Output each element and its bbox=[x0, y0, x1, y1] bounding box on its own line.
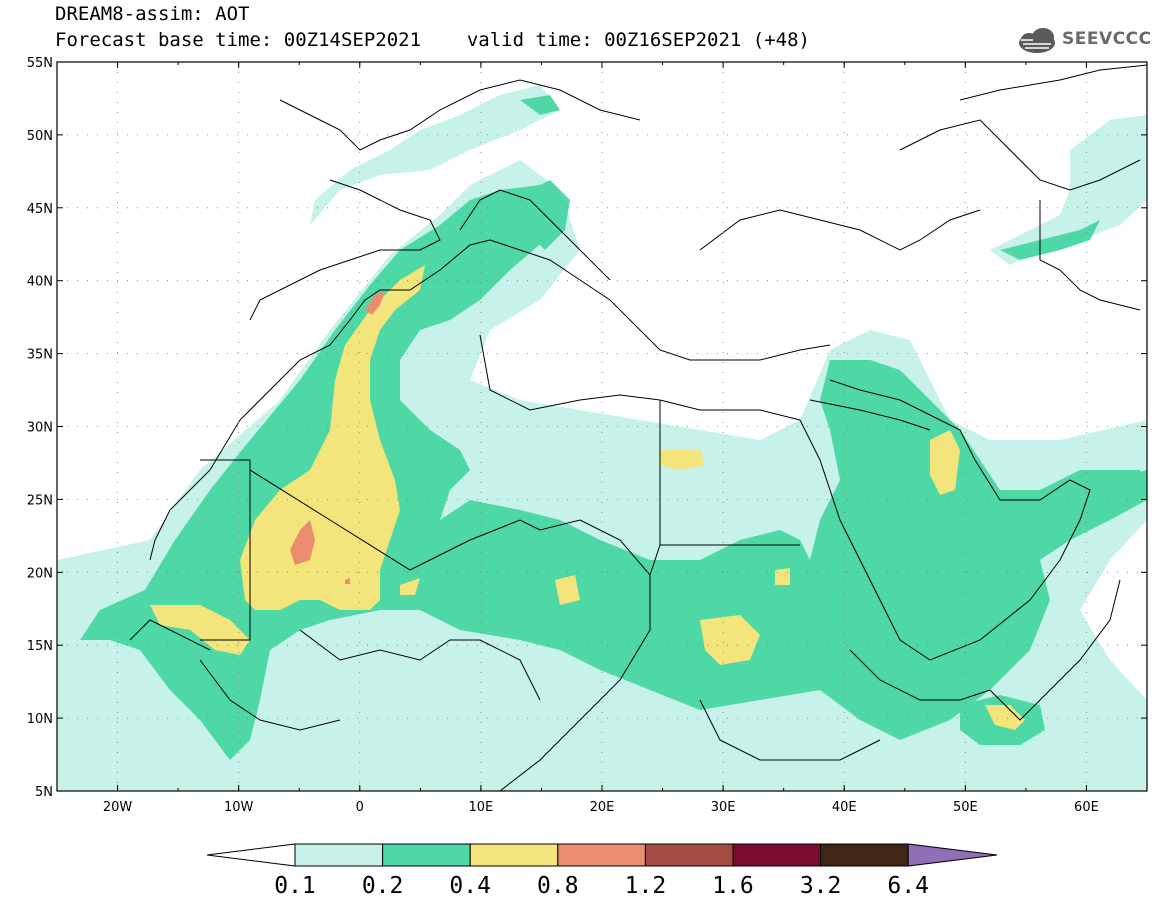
colorbar-segment bbox=[294, 843, 384, 867]
lon-label: 40E bbox=[832, 800, 857, 815]
colorbar-segment bbox=[469, 843, 559, 867]
cloud-icon bbox=[1019, 28, 1055, 53]
lat-label: 10N bbox=[27, 712, 53, 727]
colorbar-segment bbox=[382, 843, 471, 867]
lat-label: 5N bbox=[35, 785, 53, 800]
colorbar-segment bbox=[644, 843, 734, 867]
aot-level-0.8 bbox=[290, 290, 385, 584]
time-line: Forecast base time: 00Z14SEP2021 valid t… bbox=[55, 30, 810, 50]
colorbar-label: 3.2 bbox=[800, 873, 842, 899]
lat-label: 30N bbox=[27, 421, 53, 436]
lon-label: 10E bbox=[469, 800, 494, 815]
colorbar: 0.1 0.2 0.4 0.8 1.2 1.6 3.2 6.4 bbox=[206, 843, 998, 899]
colorbar-label: 0.1 bbox=[274, 873, 316, 899]
logo-text: SEEVCCC bbox=[1062, 29, 1152, 49]
seevccc-logo bbox=[1019, 28, 1055, 53]
axis-ticks bbox=[56, 61, 1148, 792]
aot-shading bbox=[57, 85, 1147, 791]
colorbar-label: 6.4 bbox=[887, 873, 929, 899]
lat-label: 35N bbox=[27, 348, 53, 363]
colorbar-label: 1.2 bbox=[625, 873, 667, 899]
lat-label: 20N bbox=[27, 566, 53, 581]
valid-time: valid time: 00Z16SEP2021 (+48) bbox=[466, 29, 810, 51]
colorbar-label: 0.8 bbox=[537, 873, 579, 899]
colorbar-label: 0.4 bbox=[449, 873, 491, 899]
colorbar-label: 0.2 bbox=[362, 873, 404, 899]
lat-label: 45N bbox=[27, 202, 53, 217]
colorbar-low-arrow bbox=[206, 843, 296, 867]
lat-label: 25N bbox=[27, 493, 53, 508]
colorbar-label: 1.6 bbox=[712, 873, 754, 899]
lon-label: 10W bbox=[224, 800, 254, 815]
lon-label: 30E bbox=[711, 800, 736, 815]
colorbar-segment bbox=[557, 843, 646, 867]
colorbar-segment bbox=[732, 843, 822, 867]
colorbar-high-arrow bbox=[907, 843, 998, 867]
forecast-base-time: Forecast base time: 00Z14SEP2021 bbox=[55, 29, 422, 51]
lon-label: 50E bbox=[953, 800, 978, 815]
map-title: DREAM8-assim: AOT bbox=[55, 3, 250, 25]
lat-label: 55N bbox=[27, 56, 53, 71]
lon-label: 20E bbox=[590, 800, 615, 815]
coastlines-borders bbox=[129, 64, 1147, 791]
lon-label: 0 bbox=[356, 800, 364, 815]
lon-label: 60E bbox=[1074, 800, 1099, 815]
lon-label: 20W bbox=[103, 800, 133, 815]
lat-label: 50N bbox=[27, 129, 53, 144]
lat-label: 40N bbox=[27, 275, 53, 290]
lat-label: 15N bbox=[27, 639, 53, 654]
colorbar-segment bbox=[820, 843, 909, 867]
axis-labels: 55N 50N 45N 40N 35N 30N 25N 20N 15N 10N 5N 20W 10W 0 1… bbox=[27, 56, 1099, 815]
aot-level-0.4 bbox=[150, 265, 1025, 730]
